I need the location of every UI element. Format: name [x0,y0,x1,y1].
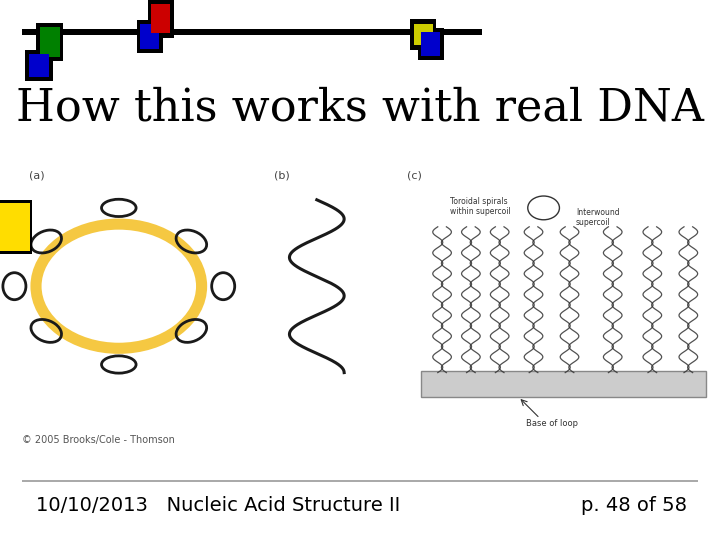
Text: (b): (b) [274,170,289,180]
Text: 10/10/2013   Nucleic Acid Structure II: 10/10/2013 Nucleic Acid Structure II [36,496,400,515]
Bar [414,24,433,45]
Bar [418,28,444,60]
Text: How this works with real DNA: How this works with real DNA [16,86,704,130]
Bar [410,19,436,50]
Text: © 2005 Brooks/Cole - Thomson: © 2005 Brooks/Cole - Thomson [22,435,174,445]
Bar [22,29,482,35]
Bar [22,480,698,482]
Bar [0,202,30,251]
Text: (c): (c) [407,170,422,180]
Bar [421,32,440,56]
Text: p. 48 of 58: p. 48 of 58 [580,496,687,515]
Bar [421,371,706,397]
Bar [29,54,49,77]
Bar [151,4,170,33]
Text: Interwound
supercoil: Interwound supercoil [576,208,620,227]
Text: Base of loop: Base of loop [526,418,577,428]
Text: Toroidal spirals
within supercoil: Toroidal spirals within supercoil [450,197,510,217]
Bar [25,50,53,81]
Bar [137,20,163,53]
Bar [148,0,174,38]
Bar [36,23,63,61]
Bar [0,200,32,254]
Bar [140,24,159,49]
Text: (a): (a) [29,170,45,180]
Bar [40,27,60,57]
